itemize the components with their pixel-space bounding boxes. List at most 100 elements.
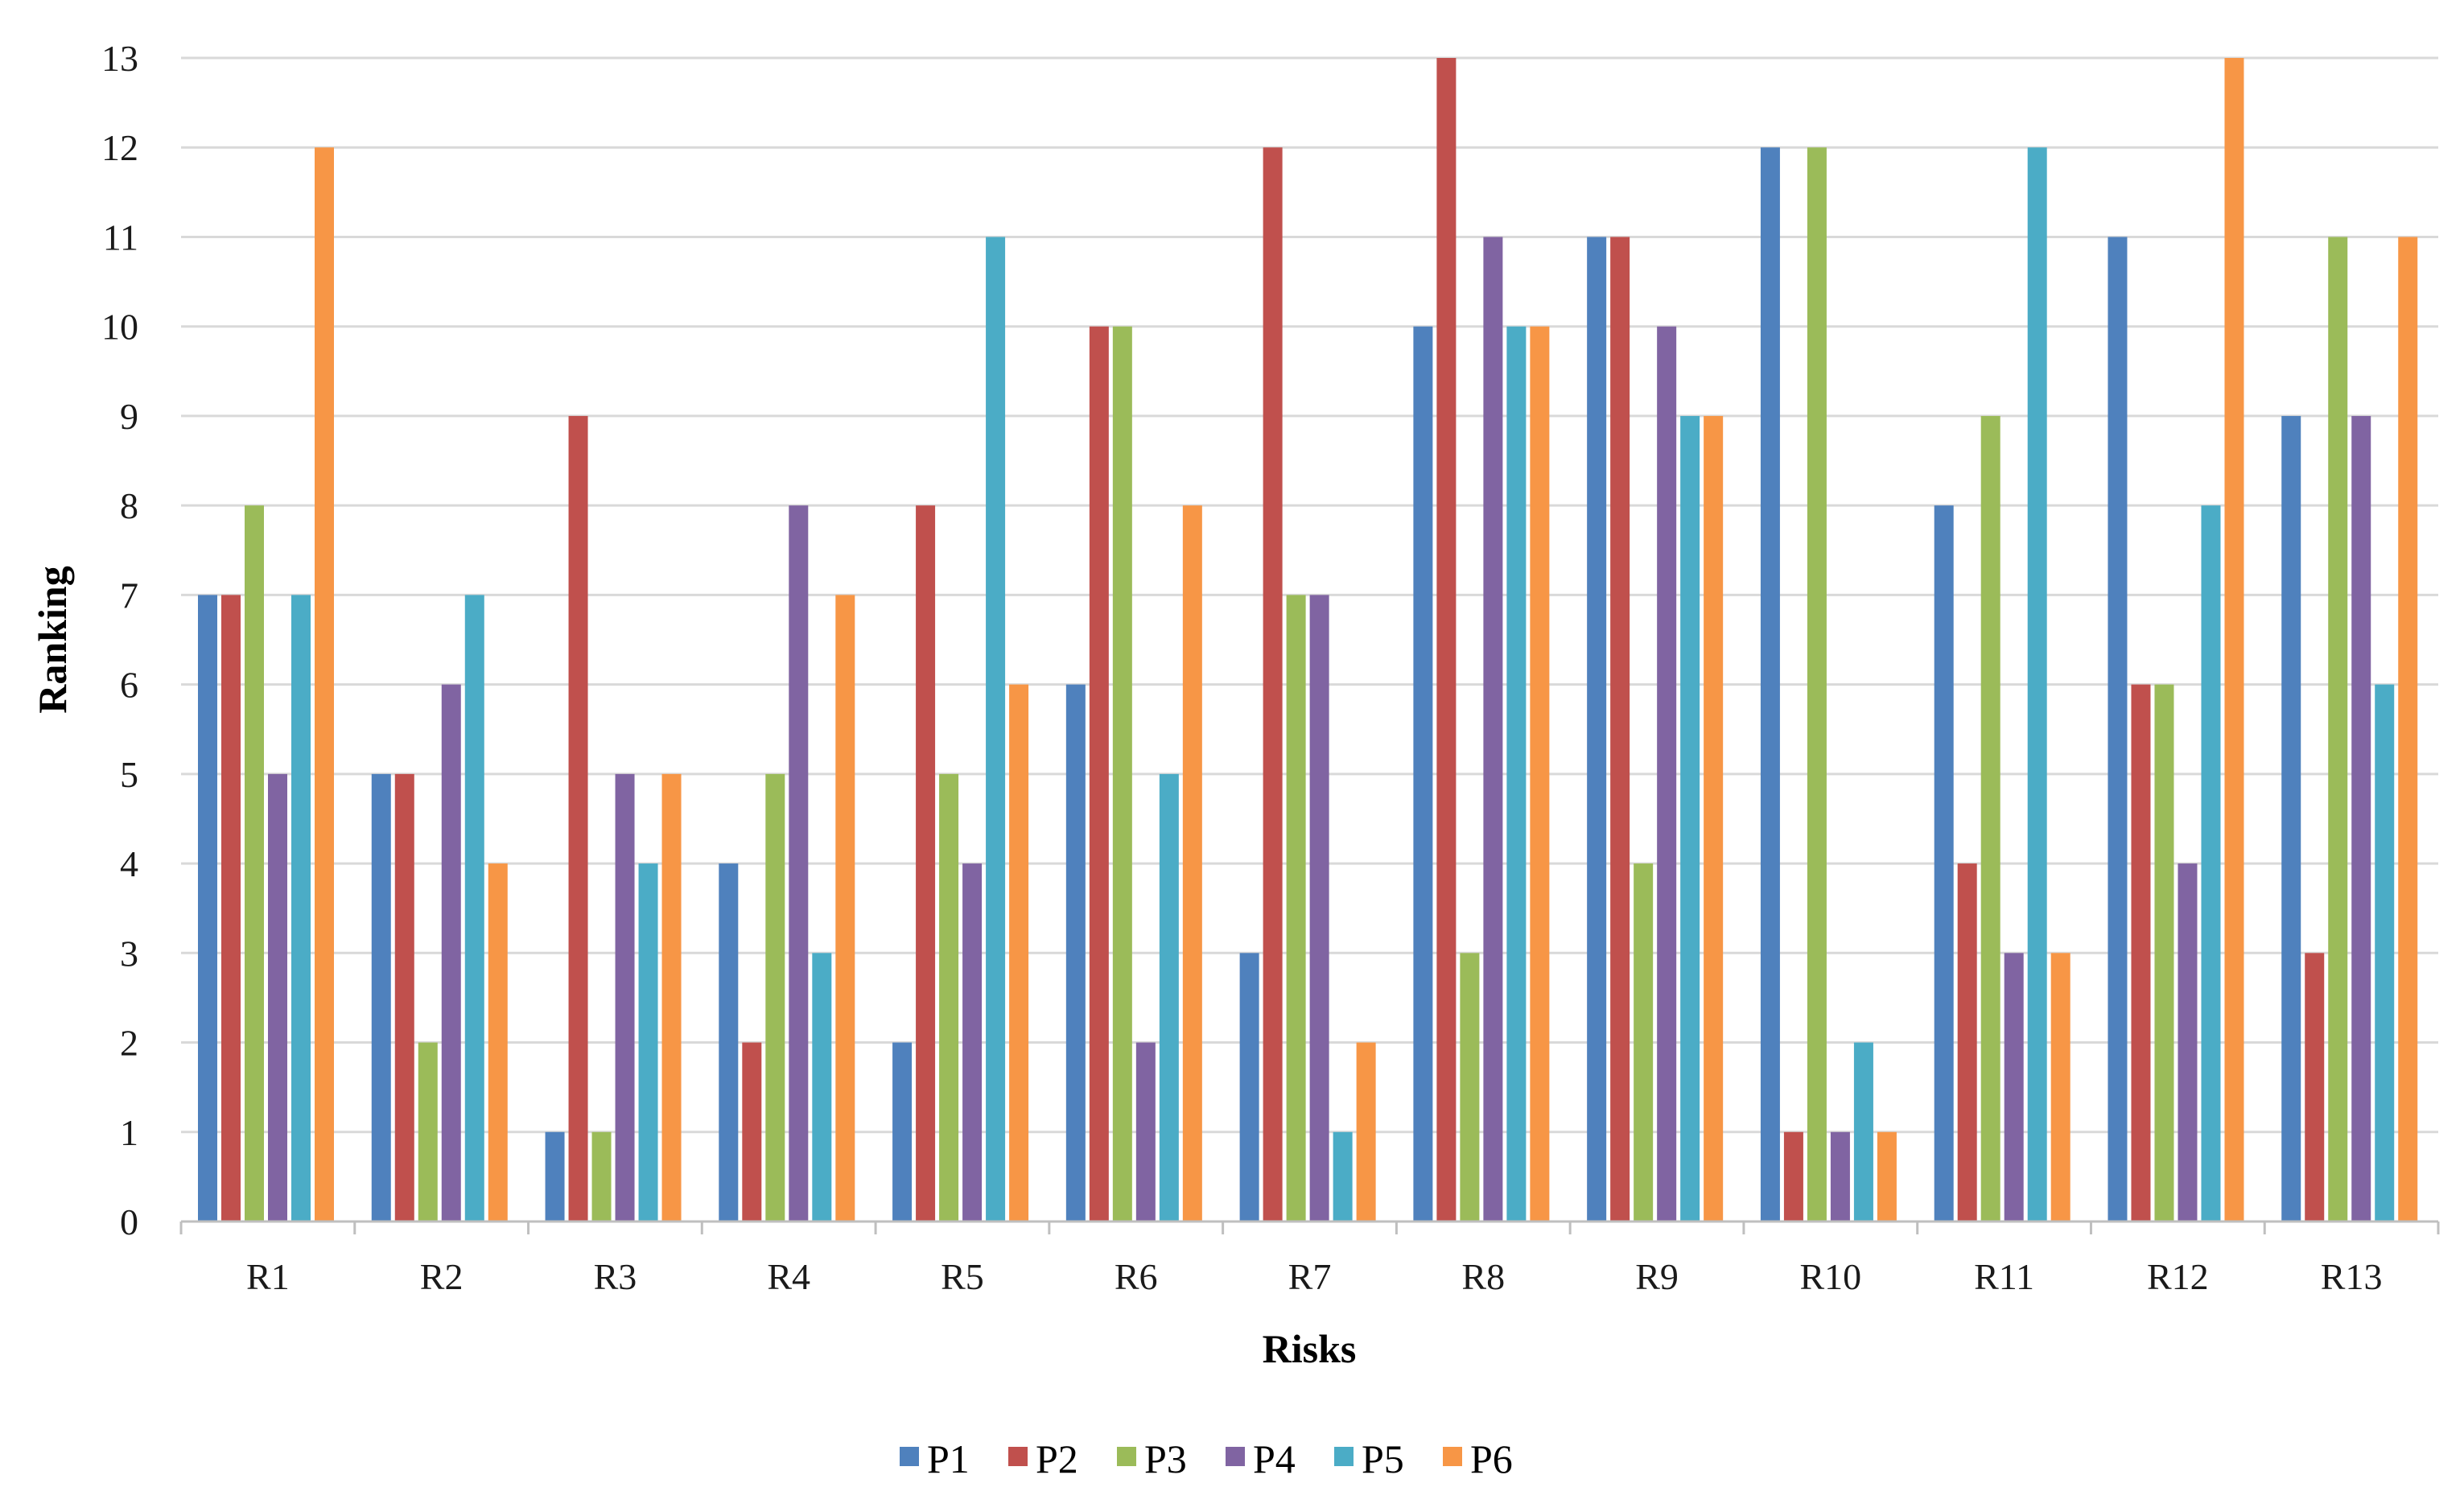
bar-R7-P3 <box>1286 595 1306 1222</box>
bar-R6-P6 <box>1182 505 1202 1222</box>
legend-swatch-P6 <box>1443 1447 1462 1466</box>
bar-R13-P5 <box>2375 684 2395 1222</box>
bar-R11-P2 <box>1957 863 1977 1222</box>
legend-label-P4: P4 <box>1253 1436 1296 1481</box>
y-tick-label: 11 <box>103 216 138 257</box>
x-tick-label: R4 <box>767 1256 810 1297</box>
y-tick-label: 0 <box>120 1201 138 1242</box>
x-tick-label: R3 <box>594 1256 637 1297</box>
bar-R5-P4 <box>962 863 983 1222</box>
y-tick-label: 10 <box>101 307 138 348</box>
bar-R5-P6 <box>1009 684 1029 1222</box>
x-tick-label: R1 <box>246 1256 290 1297</box>
bar-R5-P5 <box>986 237 1006 1222</box>
legend-label-P6: P6 <box>1470 1436 1513 1481</box>
x-tick-label: R13 <box>2321 1256 2383 1297</box>
bar-R6-P3 <box>1112 326 1132 1222</box>
legend-swatch-P1 <box>900 1447 919 1466</box>
x-axis-category-labels: R1 R2 R3 R4 R5 R6 R7 R8 R9 R10 R11 R12 R13 <box>246 1256 2382 1297</box>
bar-R2-P1 <box>371 773 391 1222</box>
bar-R7-P4 <box>1309 595 1329 1222</box>
bar-R1-P6 <box>315 147 334 1222</box>
bar-R3-P4 <box>615 773 635 1222</box>
legend-swatch-P2 <box>1008 1447 1028 1466</box>
bar-R10-P5 <box>1853 1042 1873 1222</box>
legend-label-P2: P2 <box>1036 1436 1078 1481</box>
bar-R3-P1 <box>545 1131 565 1222</box>
x-tick-label: R12 <box>2147 1256 2209 1297</box>
bar-R12-P6 <box>2224 58 2244 1222</box>
bar-R13-P6 <box>2398 237 2418 1222</box>
legend-label-P1: P1 <box>927 1436 970 1481</box>
bar-R13-P1 <box>2281 415 2301 1222</box>
bar-R11-P3 <box>1980 415 2000 1222</box>
bar-R10-P4 <box>1830 1131 1850 1222</box>
bar-R12-P5 <box>2201 505 2221 1222</box>
y-tick-label: 9 <box>120 396 138 437</box>
legend-swatch-P5 <box>1334 1447 1354 1466</box>
bar-R8-P6 <box>1530 326 1550 1222</box>
bar-R8-P4 <box>1483 237 1503 1222</box>
x-tick-label: R10 <box>1799 1256 1861 1297</box>
y-tick-label: 2 <box>120 1023 138 1064</box>
bar-R8-P2 <box>1436 58 1457 1222</box>
bar-R4-P6 <box>835 595 855 1222</box>
bar-R6-P5 <box>1159 773 1179 1222</box>
legend: P1 P2 P3 P4 P5 P6 <box>900 1436 1513 1481</box>
x-tick-label: R7 <box>1288 1256 1332 1297</box>
bar-R9-P5 <box>1680 415 1700 1222</box>
bar-R9-P1 <box>1587 237 1607 1222</box>
bar-R2-P4 <box>441 684 461 1222</box>
bar-R10-P2 <box>1783 1131 1803 1222</box>
bar-R3-P3 <box>591 1131 612 1222</box>
bar-R10-P1 <box>1760 147 1780 1222</box>
bar-R2-P3 <box>418 1042 438 1222</box>
bar-R3-P6 <box>661 773 682 1222</box>
bar-R2-P5 <box>464 595 484 1222</box>
y-axis-title: Ranking <box>30 566 75 713</box>
x-tick-label: R11 <box>1974 1256 2034 1297</box>
legend-swatch-P4 <box>1226 1447 1245 1466</box>
bar-R8-P3 <box>1460 953 1480 1222</box>
x-axis-title: Risks <box>1263 1326 1357 1371</box>
bar-R2-P6 <box>488 863 508 1222</box>
x-tick-label: R8 <box>1461 1256 1505 1297</box>
bar-R9-P3 <box>1634 863 1654 1222</box>
legend-label-P3: P3 <box>1144 1436 1187 1481</box>
legend-label-P5: P5 <box>1362 1436 1404 1481</box>
bar-R4-P2 <box>742 1042 762 1222</box>
bar-R8-P5 <box>1506 326 1527 1222</box>
bar-R7-P5 <box>1333 1131 1353 1222</box>
bar-R12-P3 <box>2154 684 2174 1222</box>
x-tick-label: R6 <box>1115 1256 1158 1297</box>
x-tick-label: R5 <box>941 1256 984 1297</box>
bars <box>198 58 2418 1222</box>
x-tick-label: R2 <box>420 1256 464 1297</box>
y-tick-label: 5 <box>120 754 138 795</box>
bar-R1-P3 <box>245 505 264 1222</box>
bar-R9-P2 <box>1610 237 1630 1222</box>
y-tick-label: 1 <box>120 1112 138 1153</box>
bar-R9-P4 <box>1657 326 1677 1222</box>
bar-R11-P6 <box>2050 953 2071 1222</box>
y-tick-label: 6 <box>120 665 138 706</box>
bar-R13-P3 <box>2328 237 2348 1222</box>
bar-R12-P2 <box>2131 684 2151 1222</box>
y-tick-label: 12 <box>101 127 138 168</box>
bar-R7-P2 <box>1263 147 1283 1222</box>
bar-R1-P5 <box>291 595 311 1222</box>
bar-R10-P6 <box>1877 1131 1897 1222</box>
y-tick-label: 4 <box>120 843 138 884</box>
y-tick-label: 8 <box>120 485 138 526</box>
bar-R2-P2 <box>394 773 414 1222</box>
bar-R7-P1 <box>1239 953 1259 1222</box>
bar-R12-P1 <box>2108 237 2128 1222</box>
bar-R6-P4 <box>1135 1042 1156 1222</box>
y-tick-label: 7 <box>120 575 138 616</box>
bar-R6-P1 <box>1065 684 1086 1222</box>
bar-R12-P4 <box>2178 863 2198 1222</box>
bar-R11-P5 <box>2027 147 2047 1222</box>
bar-R5-P3 <box>939 773 959 1222</box>
